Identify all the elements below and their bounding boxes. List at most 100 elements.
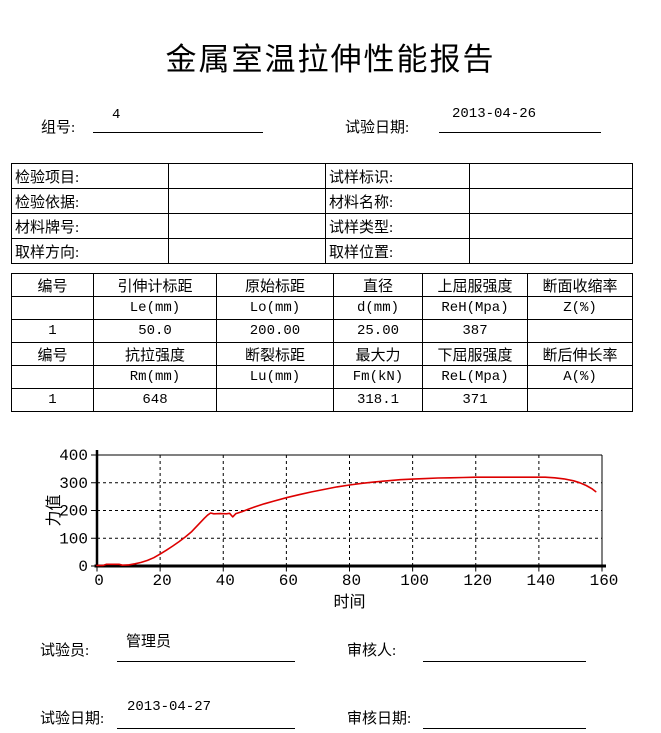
- info-table: 检验项目: 试样标识: 检验依据: 材料名称: 材料牌号: 试样类型: 取样方向…: [11, 163, 633, 264]
- x-tick-label: 0: [94, 572, 104, 590]
- results-cell: d(mm): [333, 296, 423, 320]
- results-cell: Lu(mm): [216, 365, 334, 389]
- info-value-field: [168, 213, 326, 239]
- results-cell: 断裂标距: [216, 342, 334, 366]
- results-cell: Le(mm): [93, 296, 217, 320]
- y-tick-label: 400: [59, 447, 88, 465]
- x-tick-label: 160: [590, 572, 619, 590]
- x-tick-label: 20: [153, 572, 172, 590]
- group-number-value: 4: [112, 107, 121, 123]
- info-value-field: [469, 213, 633, 239]
- info-label: 材料名称:: [325, 188, 470, 214]
- y-tick-label: 200: [59, 503, 88, 521]
- info-value-field: [168, 238, 326, 264]
- results-cell: [216, 388, 334, 412]
- info-label: 检验依据:: [11, 188, 169, 214]
- results-cell: 200.00: [216, 319, 334, 343]
- results-cell: 最大力: [333, 342, 423, 366]
- test-date-label: 试验日期:: [345, 120, 410, 136]
- results-cell: A(%): [527, 365, 633, 389]
- footer-test-date-label: 试验日期:: [40, 711, 105, 727]
- info-label: 取样方向:: [11, 238, 169, 264]
- y-axis-title: 力值: [45, 494, 63, 526]
- force-time-chart: 0 100 200 300 400 0 20 40 60 80 100 120 140 160 时间 力值: [45, 447, 619, 611]
- info-value-field: [168, 163, 326, 189]
- info-label: 试样类型:: [325, 213, 470, 239]
- x-tick-label: 60: [279, 572, 298, 590]
- results-unit-row: Rm(mm) Lu(mm) Fm(kN) ReL(Mpa) A(%): [11, 365, 633, 389]
- info-row: 取样方向: 取样位置:: [11, 238, 633, 264]
- x-tick-label: 140: [526, 572, 555, 590]
- report-title: 金属室温拉伸性能报告: [165, 42, 496, 77]
- info-row: 检验依据: 材料名称:: [11, 188, 633, 214]
- info-value-field: [469, 163, 633, 189]
- results-cell: [11, 365, 94, 389]
- x-tick-label: 100: [400, 572, 429, 590]
- test-date-value: 2013-04-26: [452, 106, 537, 122]
- results-cell: 引伸计标距: [93, 273, 217, 297]
- results-cell: 编号: [11, 273, 94, 297]
- results-unit-row: Le(mm) Lo(mm) d(mm) ReH(Mpa) Z(%): [11, 296, 633, 320]
- info-label: 检验项目:: [11, 163, 169, 189]
- results-cell: Lo(mm): [216, 296, 334, 320]
- results-data-row: 1 50.0 200.00 25.00 387: [11, 319, 633, 343]
- test-date-line: [439, 132, 601, 133]
- tester-value: 管理员: [126, 634, 172, 650]
- reviewer-label: 审核人:: [347, 643, 397, 659]
- results-cell: 上屈服强度: [422, 273, 528, 297]
- force-curve: [96, 476, 597, 567]
- info-value-field: [168, 188, 326, 214]
- results-cell: 50.0: [93, 319, 217, 343]
- results-cell: 断后伸长率: [527, 342, 633, 366]
- review-date-label: 审核日期:: [347, 711, 412, 727]
- results-cell: 直径: [333, 273, 423, 297]
- results-data-row: 1 648 318.1 371: [11, 388, 633, 412]
- results-cell: [527, 319, 633, 343]
- results-cell: 25.00: [333, 319, 423, 343]
- x-axis-title: 时间: [333, 593, 365, 611]
- results-cell: [527, 388, 633, 412]
- x-tick-label: 40: [216, 572, 235, 590]
- results-cell: 1: [11, 388, 94, 412]
- info-label: 取样位置:: [325, 238, 470, 264]
- results-cell: 648: [93, 388, 217, 412]
- group-number-label: 组号:: [41, 120, 76, 136]
- x-tick-label: 80: [342, 572, 361, 590]
- info-value-field: [469, 188, 633, 214]
- tester-line: [117, 661, 295, 662]
- results-cell: 371: [422, 388, 528, 412]
- results-header-row: 编号 抗拉强度 断裂标距 最大力 下屈服强度 断后伸长率: [11, 342, 633, 366]
- results-cell: 下屈服强度: [422, 342, 528, 366]
- info-label: 材料牌号:: [11, 213, 169, 239]
- results-cell: 1: [11, 319, 94, 343]
- results-cell: ReL(Mpa): [422, 365, 528, 389]
- x-tick-label: 120: [463, 572, 492, 590]
- group-number-line: [93, 132, 263, 133]
- footer-test-date-line: [117, 728, 295, 729]
- y-tick-label: 300: [59, 475, 88, 493]
- reviewer-line: [423, 661, 586, 662]
- results-cell: 断面收缩率: [527, 273, 633, 297]
- info-label: 试样标识:: [325, 163, 470, 189]
- tester-label: 试验员:: [40, 643, 90, 659]
- info-row: 检验项目: 试样标识:: [11, 163, 633, 189]
- results-cell: Fm(kN): [333, 365, 423, 389]
- results-cell: Rm(mm): [93, 365, 217, 389]
- y-tick-label: 100: [59, 530, 88, 548]
- results-table: 编号 引伸计标距 原始标距 直径 上屈服强度 断面收缩率 Le(mm) Lo(m…: [11, 273, 633, 412]
- results-cell: 318.1: [333, 388, 423, 412]
- footer-test-date-value: 2013-04-27: [127, 699, 212, 715]
- results-cell: 387: [422, 319, 528, 343]
- results-header-row: 编号 引伸计标距 原始标距 直径 上屈服强度 断面收缩率: [11, 273, 633, 297]
- review-date-line: [423, 728, 586, 729]
- results-cell: 编号: [11, 342, 94, 366]
- results-cell: 抗拉强度: [93, 342, 217, 366]
- info-row: 材料牌号: 试样类型:: [11, 213, 633, 239]
- y-tick-label: 0: [78, 558, 88, 576]
- results-cell: [11, 296, 94, 320]
- results-cell: 原始标距: [216, 273, 334, 297]
- results-cell: ReH(Mpa): [422, 296, 528, 320]
- results-cell: Z(%): [527, 296, 633, 320]
- info-value-field: [469, 238, 633, 264]
